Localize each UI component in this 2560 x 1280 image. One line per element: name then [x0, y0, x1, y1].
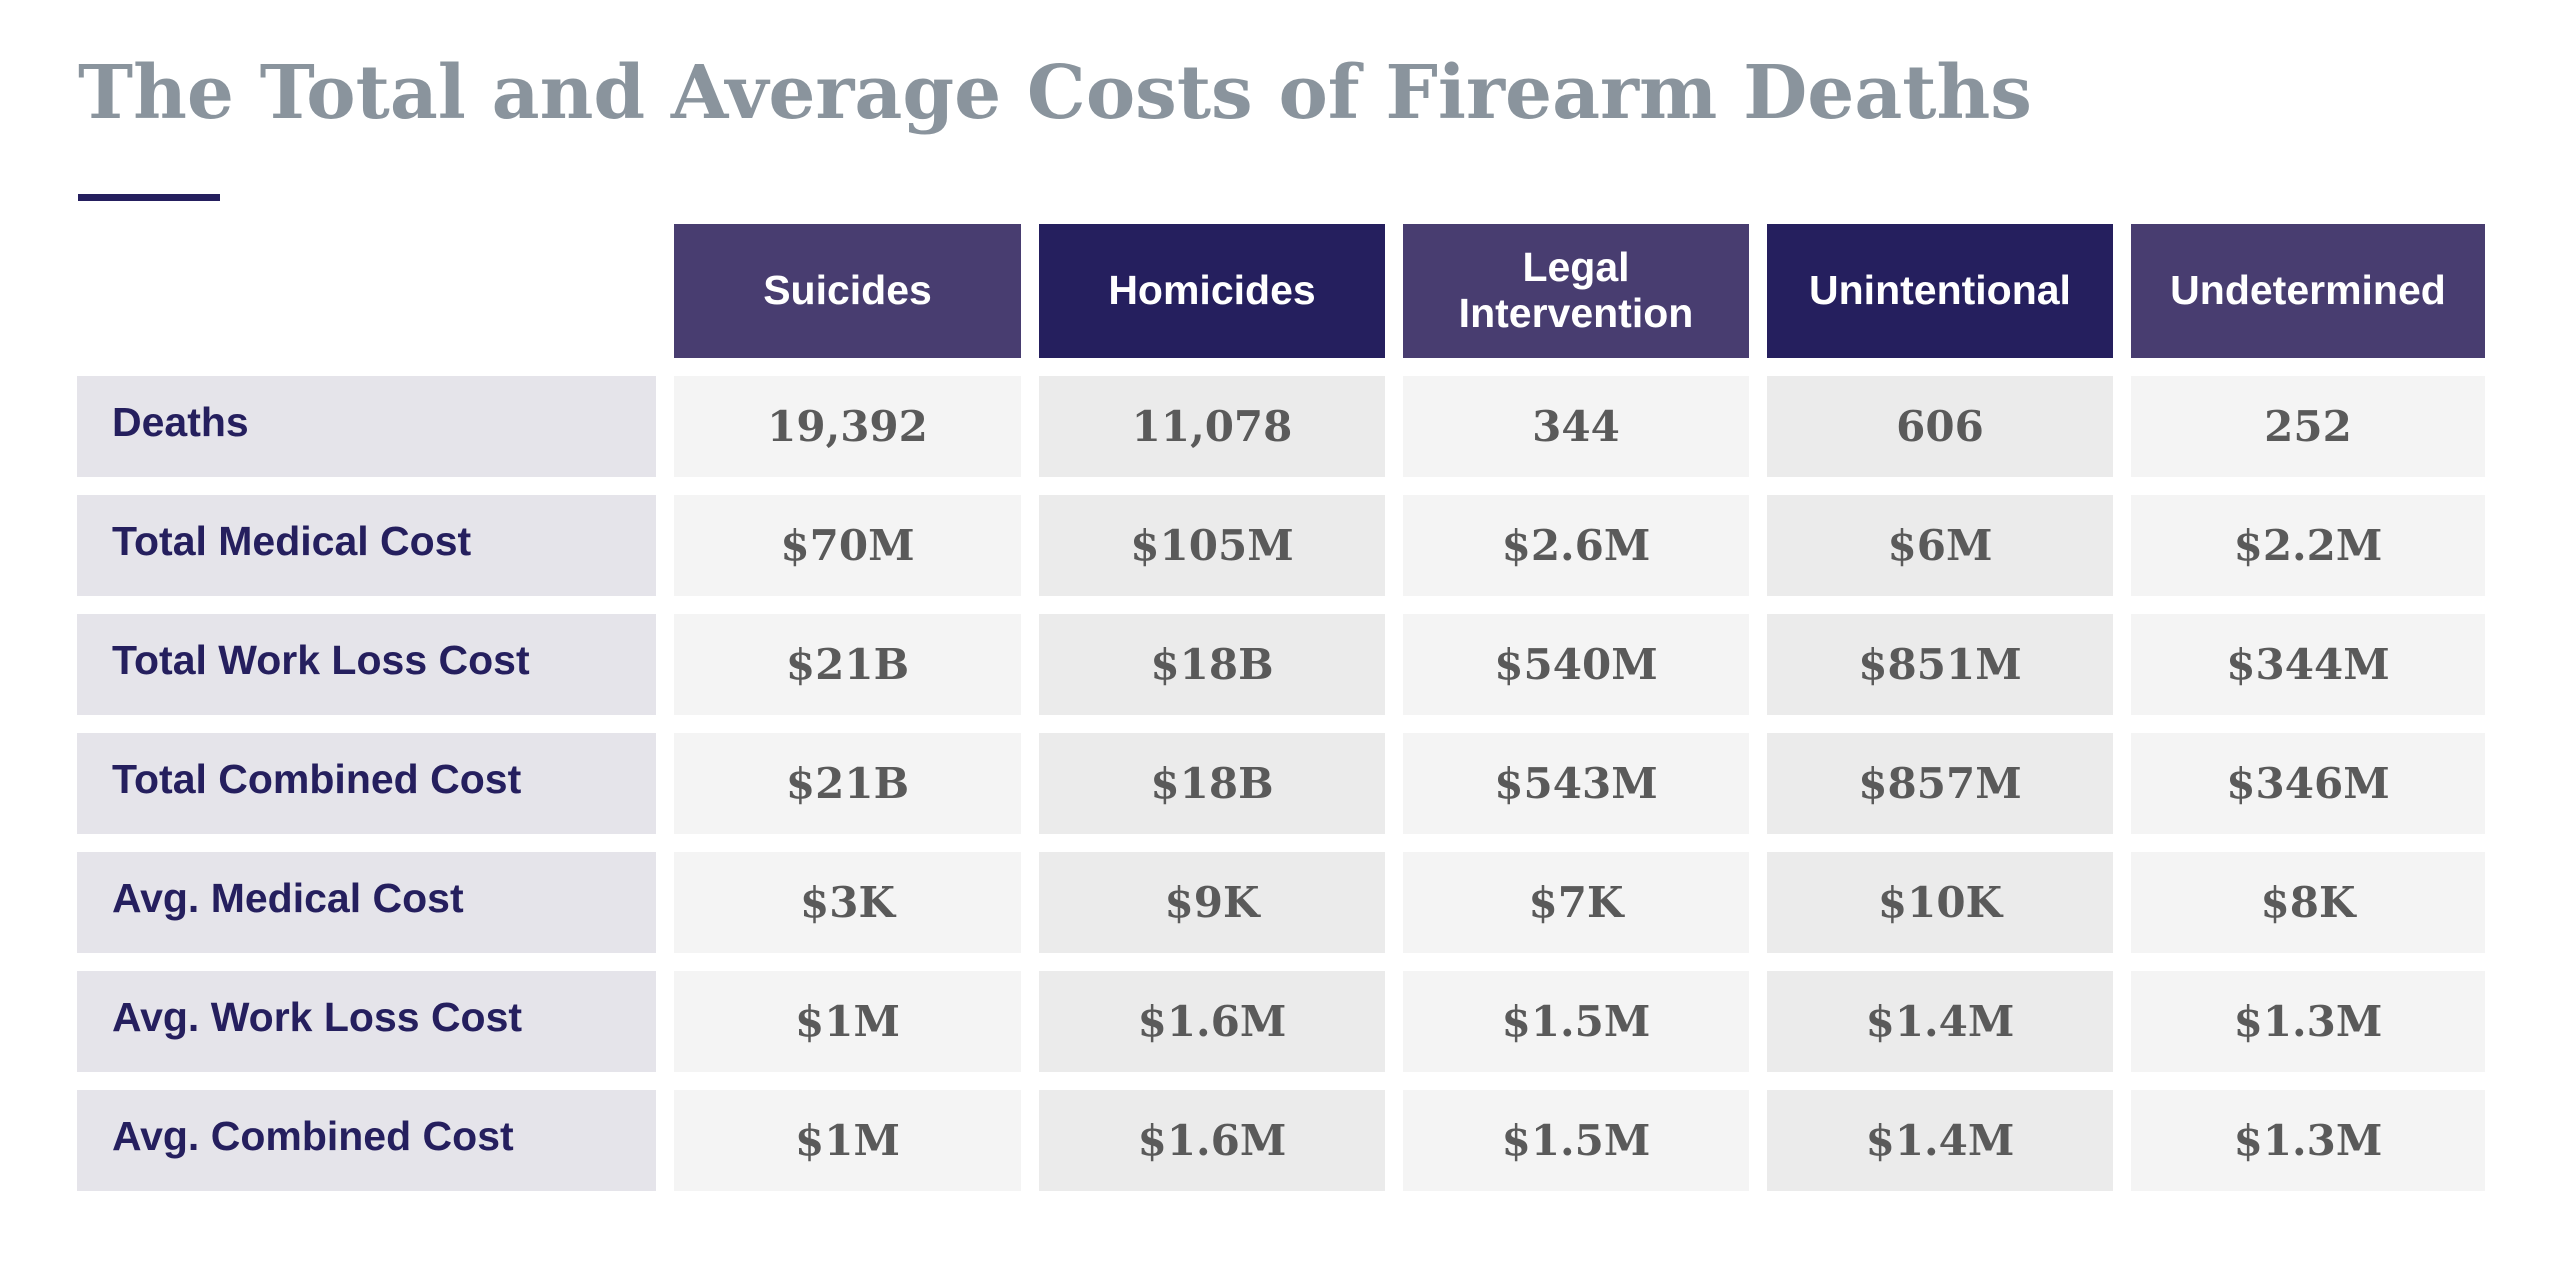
table-cell: 252: [2131, 376, 2485, 477]
table-cell: $2.2M: [2131, 495, 2485, 596]
table-cell: $18B: [1039, 614, 1385, 715]
table-cell: $10K: [1767, 852, 2113, 953]
table-cell: $70M: [674, 495, 1021, 596]
row-label: Deaths: [77, 376, 656, 477]
table-cell: $1M: [674, 1090, 1021, 1191]
table-cell: $1.6M: [1039, 971, 1385, 1072]
table-cell: $1.4M: [1767, 1090, 2113, 1191]
table-cell: $9K: [1039, 852, 1385, 953]
table-cell: $6M: [1767, 495, 2113, 596]
row-label: Avg. Work Loss Cost: [77, 971, 656, 1072]
table-cell: $543M: [1403, 733, 1749, 834]
table-cell: $21B: [674, 733, 1021, 834]
table-cell: $1.4M: [1767, 971, 2113, 1072]
table-cell: $1.5M: [1403, 1090, 1749, 1191]
table-cell: $3K: [674, 852, 1021, 953]
table-cell: $8K: [2131, 852, 2485, 953]
row-label: Total Combined Cost: [77, 733, 656, 834]
costs-table: Suicides Homicides Legal Intervention Unint…: [77, 224, 2485, 1191]
table-corner: [77, 224, 656, 358]
table-cell: $1.3M: [2131, 1090, 2485, 1191]
table-cell: $21B: [674, 614, 1021, 715]
column-header-homicides: Homicides: [1039, 224, 1385, 358]
table-cell: $1M: [674, 971, 1021, 1072]
table-cell: $105M: [1039, 495, 1385, 596]
row-label: Total Work Loss Cost: [77, 614, 656, 715]
table-cell: $344M: [2131, 614, 2485, 715]
table-cell: 19,392: [674, 376, 1021, 477]
table-cell: $1.3M: [2131, 971, 2485, 1072]
table-cell: $540M: [1403, 614, 1749, 715]
table-cell: $1.6M: [1039, 1090, 1385, 1191]
table-cell: $346M: [2131, 733, 2485, 834]
row-label: Total Medical Cost: [77, 495, 656, 596]
table-cell: 11,078: [1039, 376, 1385, 477]
table-cell: 606: [1767, 376, 2113, 477]
title-underline: [78, 194, 220, 201]
table-cell: $18B: [1039, 733, 1385, 834]
column-header-unintentional: Unintentional: [1767, 224, 2113, 358]
table-cell: $851M: [1767, 614, 2113, 715]
column-header-legal-intervention: Legal Intervention: [1403, 224, 1749, 358]
column-header-suicides: Suicides: [674, 224, 1021, 358]
table-cell: $1.5M: [1403, 971, 1749, 1072]
row-label: Avg. Medical Cost: [77, 852, 656, 953]
table-cell: $857M: [1767, 733, 2113, 834]
page-title: The Total and Average Costs of Firearm D…: [78, 50, 2032, 136]
table-cell: $7K: [1403, 852, 1749, 953]
table-cell: $2.6M: [1403, 495, 1749, 596]
column-header-undetermined: Undetermined: [2131, 224, 2485, 358]
row-label: Avg. Combined Cost: [77, 1090, 656, 1191]
table-cell: 344: [1403, 376, 1749, 477]
